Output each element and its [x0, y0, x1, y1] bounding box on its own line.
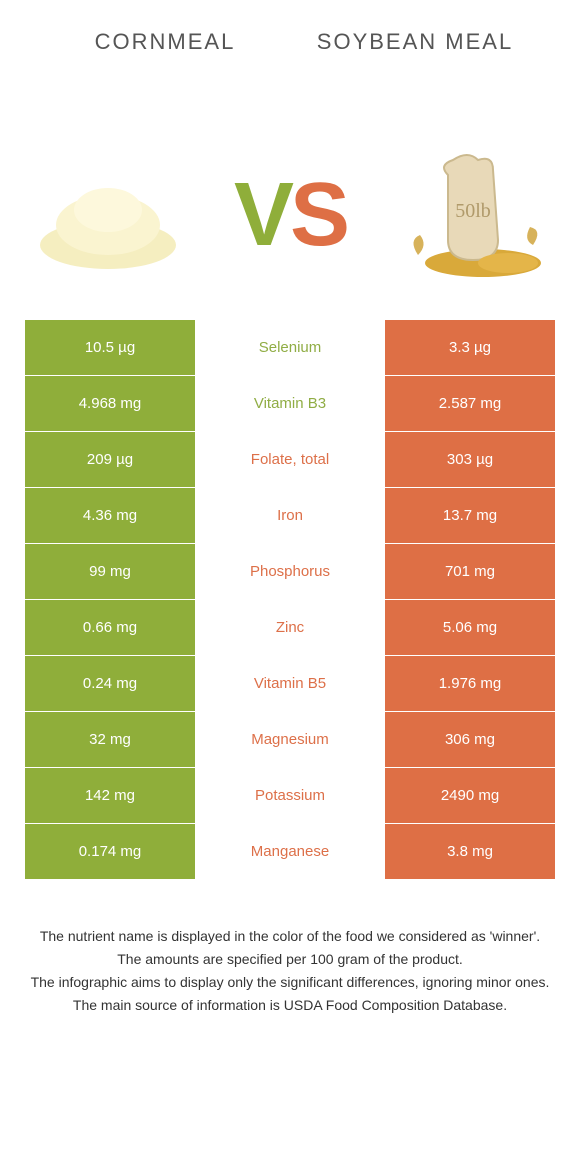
vs-label: VS [234, 164, 346, 267]
value-right: 1.976 mg [385, 656, 555, 711]
value-right: 5.06 mg [385, 600, 555, 655]
food-image-right: 50lb [395, 138, 550, 293]
value-right: 2.587 mg [385, 376, 555, 431]
header: Cornmeal Soybean meal [0, 0, 580, 120]
nutrient-name: Potassium [195, 768, 385, 823]
nutrient-name: Iron [195, 488, 385, 543]
value-right: 306 mg [385, 712, 555, 767]
nutrient-name: Magnesium [195, 712, 385, 767]
value-right: 2490 mg [385, 768, 555, 823]
footer-line-1: The nutrient name is displayed in the co… [30, 926, 550, 947]
table-row: 99 mgPhosphorus701 mg [25, 544, 555, 600]
footer-line-4: The main source of information is USDA F… [30, 995, 550, 1016]
value-right: 701 mg [385, 544, 555, 599]
nutrient-name: Folate, total [195, 432, 385, 487]
header-left: Cornmeal [40, 28, 290, 110]
value-left: 209 µg [25, 432, 195, 487]
title-right: Soybean meal [290, 28, 540, 57]
value-left: 4.36 mg [25, 488, 195, 543]
value-right: 3.3 µg [385, 320, 555, 375]
value-left: 32 mg [25, 712, 195, 767]
title-left: Cornmeal [40, 28, 290, 57]
food-image-left [30, 138, 185, 293]
footer-line-3: The infographic aims to display only the… [30, 972, 550, 993]
cornmeal-icon [33, 155, 183, 275]
value-left: 0.66 mg [25, 600, 195, 655]
value-left: 0.174 mg [25, 824, 195, 879]
soybean-sack-icon: 50lb [398, 145, 548, 285]
table-row: 10.5 µgSelenium3.3 µg [25, 320, 555, 376]
table-row: 0.174 mgManganese3.8 mg [25, 824, 555, 880]
value-left: 99 mg [25, 544, 195, 599]
nutrient-name: Manganese [195, 824, 385, 879]
hero-row: VS 50lb [0, 120, 580, 310]
value-left: 142 mg [25, 768, 195, 823]
nutrient-name: Selenium [195, 320, 385, 375]
footer-notes: The nutrient name is displayed in the co… [0, 880, 580, 1016]
vs-s: S [290, 164, 346, 267]
table-row: 142 mgPotassium2490 mg [25, 768, 555, 824]
value-right: 3.8 mg [385, 824, 555, 879]
value-left: 0.24 mg [25, 656, 195, 711]
table-row: 4.968 mgVitamin B32.587 mg [25, 376, 555, 432]
value-right: 303 µg [385, 432, 555, 487]
nutrient-name: Zinc [195, 600, 385, 655]
footer-line-2: The amounts are specified per 100 gram o… [30, 949, 550, 970]
vs-v: V [234, 164, 290, 267]
table-row: 0.24 mgVitamin B51.976 mg [25, 656, 555, 712]
nutrient-name: Vitamin B5 [195, 656, 385, 711]
table-row: 0.66 mgZinc5.06 mg [25, 600, 555, 656]
nutrient-name: Vitamin B3 [195, 376, 385, 431]
table-row: 32 mgMagnesium306 mg [25, 712, 555, 768]
table-row: 4.36 mgIron13.7 mg [25, 488, 555, 544]
sack-label: 50lb [455, 200, 491, 222]
nutrient-name: Phosphorus [195, 544, 385, 599]
value-right: 13.7 mg [385, 488, 555, 543]
comparison-table: 10.5 µgSelenium3.3 µg4.968 mgVitamin B32… [25, 320, 555, 880]
value-left: 10.5 µg [25, 320, 195, 375]
header-right: Soybean meal [290, 28, 540, 110]
value-left: 4.968 mg [25, 376, 195, 431]
table-row: 209 µgFolate, total303 µg [25, 432, 555, 488]
